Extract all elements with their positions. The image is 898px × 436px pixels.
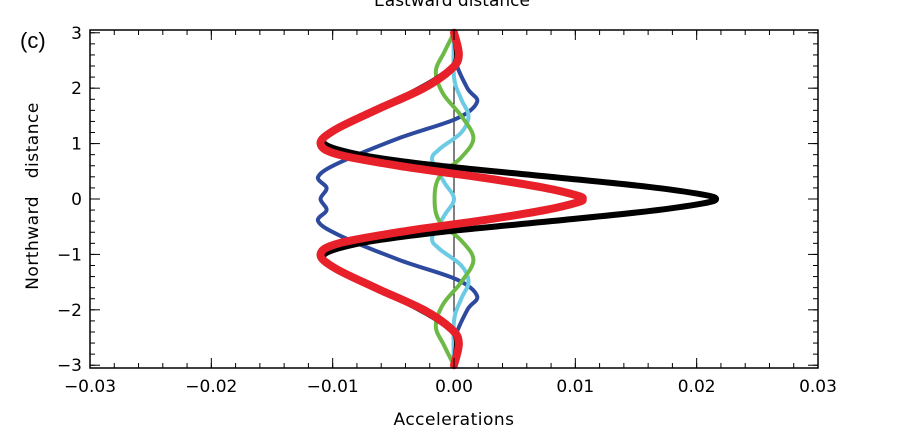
y-tick-label: 3: [71, 24, 82, 44]
y-tick-label: 2: [71, 79, 82, 99]
y-axis-title: Northward distance: [23, 102, 43, 290]
x-tick-label: 0.01: [556, 377, 594, 397]
x-tick-label: 0.00: [435, 377, 473, 397]
series-line-4: [319, 29, 720, 369]
plot-area: −0.03 −0.02 −0.01 0.00 0.01 0.02 0.03 3 2 1 0 −1 −2 −…: [57, 24, 837, 397]
y-tick-label: 0: [71, 190, 82, 210]
x-tick-label: 0.03: [799, 377, 837, 397]
series-line-1: [315, 30, 480, 368]
top-title-fragment: Eastward distance: [374, 0, 530, 11]
series-line-5: [316, 28, 587, 370]
ticks-layer: −0.03 −0.02 −0.01 0.00 0.01 0.02 0.03 3 2 1 0 −1 −2 −…: [57, 24, 837, 397]
series-line-3: [432, 30, 476, 368]
panel-label: (c): [20, 28, 46, 53]
x-tick-label: −0.02: [185, 377, 237, 397]
series-layer: [315, 28, 720, 370]
y-tick-label: 1: [71, 135, 82, 155]
y-tick-label: −1: [57, 245, 82, 265]
series-line-2: [430, 30, 471, 368]
x-tick-label: 0.02: [678, 377, 716, 397]
y-tick-label: −2: [57, 301, 82, 321]
x-tick-label: −0.03: [64, 377, 116, 397]
y-tick-label: −3: [57, 356, 82, 376]
x-axis-title: Accelerations: [394, 410, 515, 430]
x-tick-label: −0.01: [307, 377, 359, 397]
